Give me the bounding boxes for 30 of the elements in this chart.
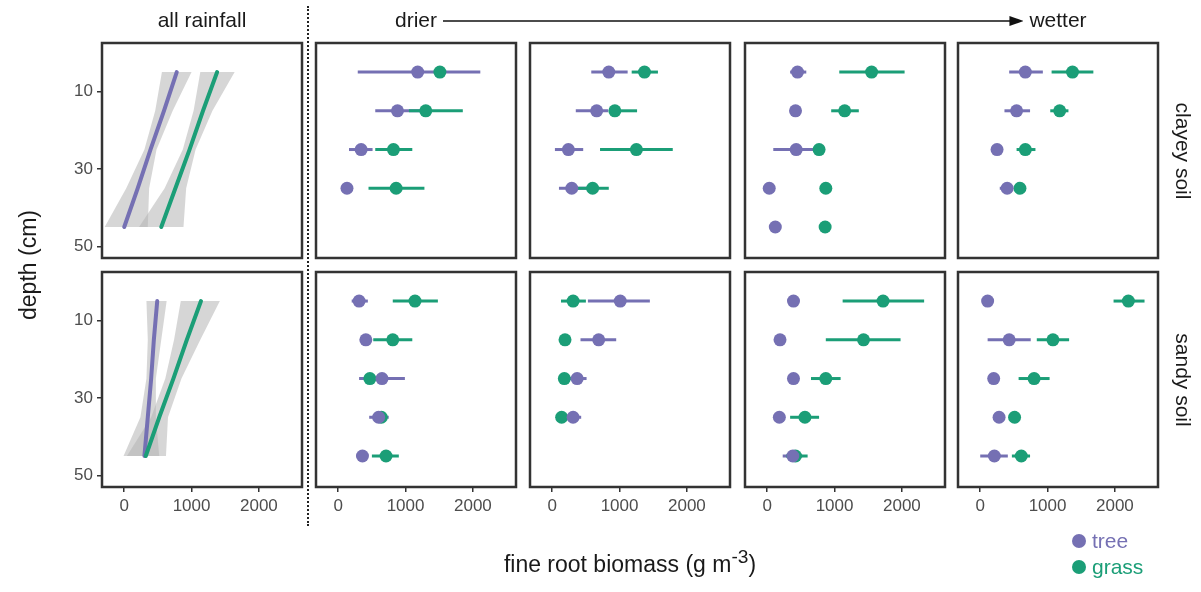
legend-label: tree	[1092, 529, 1129, 553]
x-tick-label: 2000	[1095, 495, 1134, 515]
chart-title: drier	[394, 7, 438, 33]
x-tick-label: 2000	[667, 495, 706, 515]
x-tick-label: 1000	[600, 495, 639, 515]
y2-axis-title: sandy soil	[1171, 331, 1196, 429]
y-tick-label: 30	[74, 158, 93, 178]
x-tick-label: 0	[547, 495, 557, 515]
y-axis-title: depth (cm)	[15, 209, 41, 322]
x-axis-title: fine root biomass (g m$^{-3}$)	[502, 545, 758, 577]
x-tick-label: 1000	[815, 495, 854, 515]
x-tick-label: 1000	[172, 495, 211, 515]
legend-label: grass	[1092, 555, 1144, 579]
x-tick-label: 2000	[882, 495, 921, 515]
x-tick-label: 0	[333, 495, 343, 515]
x-tick-label: 1000	[386, 495, 425, 515]
chart-title: wetter	[1028, 7, 1088, 33]
x-tick-label: 1000	[1028, 495, 1067, 515]
y-tick-label: 10	[74, 310, 93, 330]
x-tick-label: 0	[119, 495, 129, 515]
chart-title: all rainfall	[156, 7, 248, 33]
y-tick-label: 10	[74, 81, 93, 101]
x-tick-label: 2000	[453, 495, 492, 515]
y-tick-label: 50	[74, 465, 93, 485]
y-tick-label: 30	[74, 387, 93, 407]
y-tick-label: 50	[74, 236, 93, 256]
x-tick-label: 0	[762, 495, 772, 515]
x-tick-label: 0	[975, 495, 985, 515]
x-tick-label: 2000	[239, 495, 278, 515]
y2-axis-title: clayey soil	[1171, 101, 1196, 201]
